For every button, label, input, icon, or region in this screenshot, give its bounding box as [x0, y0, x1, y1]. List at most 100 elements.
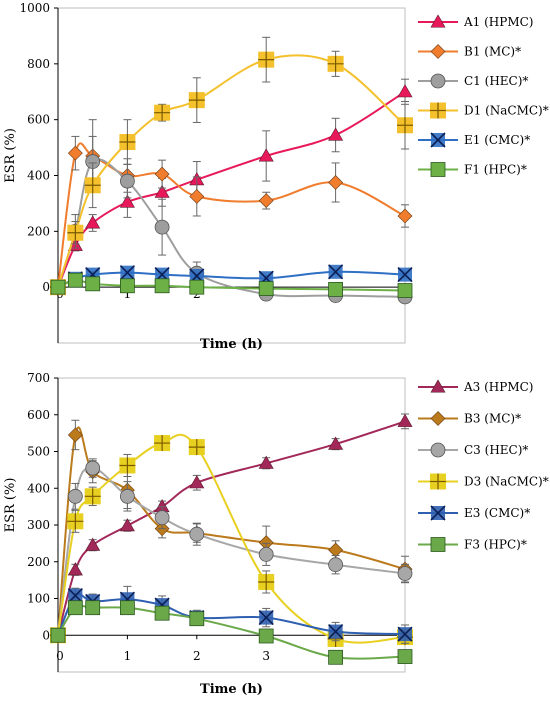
data-point: [85, 537, 101, 551]
x-axis-label: Time (h): [200, 682, 263, 697]
data-point: [328, 127, 344, 141]
legend-marker: [430, 473, 446, 490]
x-tick-label: 1: [124, 649, 132, 663]
data-point: [50, 627, 66, 643]
data-point: [119, 457, 136, 474]
data-point: [397, 413, 413, 427]
data-point: [154, 510, 170, 526]
y-tick-label: 200: [27, 555, 50, 569]
data-point: [189, 279, 205, 295]
data-point: [154, 435, 171, 452]
data-point: [154, 278, 170, 294]
legend-label: B1 (MC)*: [464, 45, 521, 59]
data-point: [188, 92, 205, 109]
data-point: [397, 117, 413, 134]
data-point: [188, 439, 205, 456]
data-point: [67, 513, 84, 530]
data-point: [154, 219, 170, 235]
legend-entry: A1 (HPMC): [418, 14, 534, 29]
data-point: [154, 166, 170, 182]
data-point: [328, 624, 344, 640]
legend-label: F3 (HPC)*: [464, 538, 527, 552]
data-point: [258, 281, 274, 296]
x-axis-label: Time (h): [200, 337, 263, 352]
plot-frame: [57, 7, 406, 344]
y-tick-label: 600: [27, 113, 50, 127]
data-point: [119, 518, 135, 532]
data-point: [397, 283, 413, 298]
data-point: [328, 557, 344, 573]
data-point: [258, 610, 274, 626]
data-point: [154, 605, 170, 621]
legend-label: A3 (HPMC): [463, 380, 534, 394]
data-point: [189, 526, 205, 542]
data-point: [397, 566, 413, 581]
legend-label: E3 (CMC)*: [464, 506, 530, 520]
series-b1-mc: [50, 119, 413, 295]
legend-marker: [430, 73, 446, 89]
x-tick-label: 3: [262, 649, 270, 663]
legend-marker: [430, 537, 446, 552]
series-f3-hpc: [50, 600, 413, 665]
y-tick-label: 1000: [19, 1, 50, 15]
data-point: [154, 184, 170, 198]
data-point: [50, 279, 66, 295]
legend-label: B3 (MC)*: [464, 412, 521, 426]
data-point: [85, 276, 101, 292]
chart-panel-2: 0100200300400500600700012345Time (h)ESR …: [3, 371, 549, 697]
legend-label: A1 (HPMC): [463, 15, 534, 29]
data-point: [258, 51, 275, 68]
x-tick-label: 1: [124, 287, 132, 301]
y-tick-label: 500: [27, 445, 50, 459]
y-axis-label: ESR (%): [3, 478, 18, 533]
x-tick-label: 2: [193, 649, 201, 663]
series-line: [57, 426, 406, 636]
y-tick-label: 600: [27, 408, 50, 422]
data-point: [67, 488, 83, 504]
legend-label: C1 (HEC)*: [464, 74, 528, 88]
legend-marker: [430, 442, 446, 458]
data-point: [154, 104, 171, 121]
data-point: [328, 281, 344, 297]
series-d3-nacmc: [50, 433, 413, 647]
series-line: [57, 420, 406, 636]
legend-label: D1 (NaCMC)*: [464, 104, 549, 118]
y-tick-label: 400: [27, 169, 50, 183]
series-c3-hec: [50, 458, 413, 643]
legend-entry: E1 (CMC)*: [418, 132, 530, 148]
data-point: [328, 436, 344, 450]
data-point: [67, 272, 83, 288]
series-a1-hpmc: [50, 78, 413, 293]
y-tick-label: 300: [27, 518, 50, 532]
legend-marker: [430, 102, 446, 119]
data-point: [397, 626, 413, 642]
legend-entry: F3 (HPC)*: [418, 537, 527, 552]
legend-entry: B3 (MC)*: [418, 411, 521, 426]
legend-entry: C1 (HEC)*: [418, 73, 528, 89]
data-point: [397, 649, 413, 664]
legend-marker: [430, 411, 446, 426]
data-point: [67, 562, 83, 576]
data-point: [119, 194, 135, 208]
series-line: [57, 90, 406, 288]
legend-label: F1 (HPC)*: [464, 163, 527, 177]
legend-marker: [430, 14, 446, 28]
series-d1-nacmc: [50, 36, 413, 296]
series-line: [57, 158, 406, 298]
legend-entry: D1 (NaCMC)*: [418, 102, 549, 119]
legend-marker: [430, 162, 446, 177]
y-tick-label: 200: [27, 224, 50, 238]
data-point: [258, 628, 274, 644]
data-point: [328, 264, 344, 280]
series-line: [57, 54, 406, 288]
chart-panel-1: 02004006008001000012345Time (h)ESR (%)A1…: [3, 1, 549, 352]
plot-frame: [57, 377, 406, 673]
legend-entry: B1 (MC)*: [418, 44, 521, 59]
data-point: [120, 278, 135, 294]
y-tick-label: 0: [42, 628, 50, 642]
data-point: [84, 177, 101, 194]
data-point: [67, 427, 83, 443]
data-point: [258, 148, 274, 162]
